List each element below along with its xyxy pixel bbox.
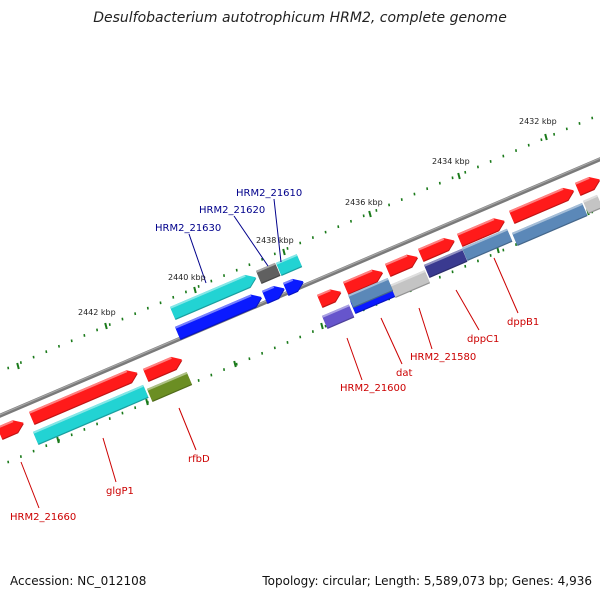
gene-feature[interactable] [169,274,257,320]
gene-feature[interactable] [261,285,285,304]
map-title: Desulfobacterium autotrophicum HRM2, com… [93,10,507,26]
label-leader [380,317,403,365]
gene-label-hrm2-21610[interactable]: HRM2_21610 [236,188,302,199]
tick-label-2432: 2432 kbp [519,117,557,126]
label-leader [102,437,117,483]
gene-feature[interactable] [174,294,263,340]
tick-label-2436: 2436 kbp [345,198,383,207]
gene-feature[interactable] [417,238,455,262]
label-leader [178,407,197,451]
genome-summary-text: Topology: circular; Length: 5,589,073 bp… [262,574,592,588]
gene-label-dppc1[interactable]: dppC1 [467,334,499,345]
label-leader [346,337,363,381]
tick-label-2434: 2434 kbp [432,157,470,166]
gene-feature[interactable] [508,187,575,224]
gene-label-rfbd[interactable]: rfbD [188,454,210,465]
major-ticks [16,133,590,444]
gene-feature[interactable] [342,269,384,295]
gene-feature[interactable] [347,277,394,308]
major-tick [145,398,149,406]
gene-feature[interactable] [511,202,588,246]
gene-label-hrm2-21660[interactable]: HRM2_21660 [10,512,76,523]
major-tick [193,286,197,294]
label-leader [20,461,40,509]
accession-text: Accession: NC_012108 [10,574,147,588]
gene-feature[interactable] [423,248,468,278]
gene-feature[interactable] [275,254,303,276]
gene-feature[interactable] [456,218,505,247]
gene-feature[interactable] [28,370,138,425]
gene-label-hrm2-21620[interactable]: HRM2_21620 [199,205,265,216]
major-tick [104,322,108,330]
gene-label-glgp1[interactable]: glgP1 [106,486,134,497]
gene-feature[interactable] [461,228,513,261]
gene-features [0,176,600,445]
gene-feature[interactable] [0,420,24,440]
major-tick [56,436,60,444]
gene-label-hrm2-21580[interactable]: HRM2_21580 [410,352,476,363]
gene-feature[interactable] [582,194,600,214]
gene-feature[interactable] [389,270,431,298]
gene-feature[interactable] [255,262,281,284]
gene-feature[interactable] [574,176,600,196]
tick-label-2438: 2438 kbp [256,236,294,245]
gene-label-hrm2-21630[interactable]: HRM2_21630 [155,223,221,234]
label-leader [493,257,519,314]
gene-feature[interactable] [321,304,355,329]
gene-feature[interactable] [316,289,342,308]
gene-label-hrm2-21600[interactable]: HRM2_21600 [340,383,406,394]
gene-feature[interactable] [32,384,149,445]
tick-label-2442: 2442 kbp [78,308,116,317]
gene-feature[interactable] [146,371,193,402]
major-tick [233,360,237,368]
gene-label-dppb1[interactable]: dppB1 [507,317,539,328]
major-tick [368,210,372,218]
major-tick [544,133,548,141]
gene-label-dat[interactable]: dat [396,368,412,379]
major-tick [16,362,20,370]
gene-feature[interactable] [142,356,183,382]
major-tick [320,322,324,330]
gene-callouts [20,198,519,509]
tick-label-2440: 2440 kbp [168,273,206,282]
label-leader [455,289,480,331]
label-leader [418,307,433,350]
major-tick [282,248,286,256]
label-leader [233,215,269,267]
gene-feature[interactable] [384,254,419,277]
label-leader [273,198,282,263]
major-tick [457,172,461,180]
label-leader [188,233,207,284]
gene-feature[interactable] [282,278,304,296]
